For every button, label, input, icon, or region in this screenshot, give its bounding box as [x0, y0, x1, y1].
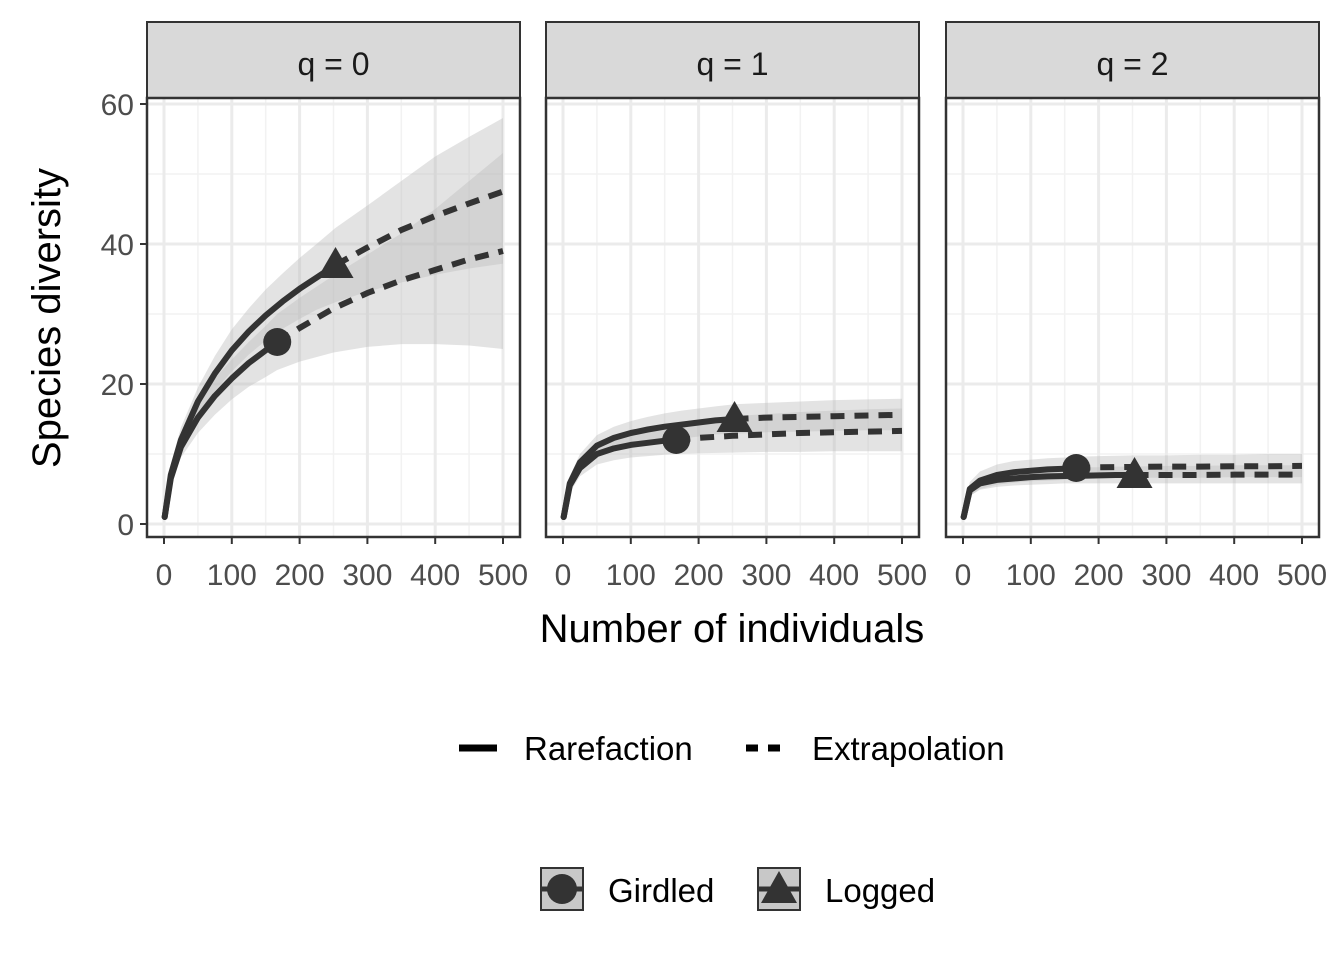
x-tick-label: 200	[1074, 559, 1124, 592]
strip-label: q = 0	[297, 46, 369, 82]
extrapolation-line-logged	[734, 411, 903, 422]
confidence-band-girdled	[563, 408, 902, 521]
x-tick-label: 300	[1141, 559, 1191, 592]
facet-panel-2: q = 2 0 100 200 300 400 500	[944, 21, 1327, 592]
extrapolation-line-girdled	[275, 248, 504, 345]
x-tick-label: 200	[275, 559, 325, 592]
strip-label: q = 2	[1096, 46, 1168, 82]
facet-panels: q = 0 0 100 200 300 400 500 0 20 40 60 q = 1 0 100 200…	[101, 21, 1327, 592]
panel-border	[145, 96, 522, 539]
x-tick-label: 0	[555, 559, 572, 592]
circle-marker-icon	[547, 874, 577, 904]
extrapolation-line-logged	[334, 188, 504, 268]
y-tick-label: 60	[101, 89, 134, 122]
x-tick-label: 100	[1006, 559, 1056, 592]
x-tick-label: 400	[410, 559, 460, 592]
y-tick-label: 20	[101, 369, 134, 402]
legend-label-rarefaction: Rarefaction	[524, 730, 693, 767]
triangle-marker-icon	[761, 871, 797, 903]
grid-lines	[546, 98, 919, 537]
rarefaction-line-logged	[161, 262, 339, 520]
x-axis-title: Number of individuals	[540, 607, 925, 651]
legend-label-extrapolation: Extrapolation	[812, 730, 1005, 767]
y-axis-title: Species diversity	[25, 168, 69, 468]
legend-key-girdled	[540, 867, 584, 911]
grid-lines	[147, 98, 520, 537]
x-tick-label: 400	[809, 559, 859, 592]
legend-method: Rarefaction Extrapolation	[459, 730, 1005, 767]
y-tick-label: 40	[101, 229, 134, 262]
x-tick-label: 500	[1277, 559, 1327, 592]
observed-point-logged	[716, 401, 753, 432]
strip-background	[945, 21, 1320, 99]
observed-point-logged	[1116, 457, 1153, 488]
x-tick-label: 400	[1209, 559, 1259, 592]
facet-panel-1: q = 1 0 100 200 300 400 500	[544, 21, 927, 592]
observed-point-girdled	[662, 426, 691, 454]
rarefaction-line-logged	[560, 416, 738, 520]
x-tick-label: 200	[674, 559, 724, 592]
extrapolation-line-girdled	[1076, 462, 1303, 471]
observed-point-girdled	[1062, 454, 1091, 482]
observed-point-logged	[317, 247, 354, 278]
rarefaction-line-logged	[960, 472, 1138, 520]
strip-background	[545, 21, 920, 99]
x-tick-label: 300	[741, 559, 791, 592]
confidence-band-logged	[164, 118, 504, 521]
strip-background	[146, 21, 521, 99]
x-tick-label: 500	[478, 559, 528, 592]
confidence-band-girdled	[164, 153, 504, 521]
x-tick-label: 0	[156, 559, 173, 592]
panel-border	[544, 96, 921, 539]
facet-panel-0: q = 0 0 100 200 300 400 500 0 20 40 60	[101, 21, 528, 592]
x-tick-label: 100	[606, 559, 656, 592]
strip-label: q = 1	[696, 46, 768, 82]
extrapolation-line-girdled	[675, 427, 903, 443]
panel-border	[944, 96, 1321, 539]
legend-label-girdled: Girdled	[608, 872, 714, 909]
legend-label-logged: Logged	[825, 872, 935, 909]
x-tick-label: 0	[955, 559, 972, 592]
legend-assemblage: Girdled Logged	[540, 867, 935, 911]
observed-point-girdled	[263, 328, 292, 356]
x-tick-label: 500	[877, 559, 927, 592]
y-tick-label: 0	[117, 509, 134, 542]
x-tick-label: 100	[207, 559, 257, 592]
legend-key-logged	[757, 867, 801, 911]
x-tick-label: 300	[342, 559, 392, 592]
